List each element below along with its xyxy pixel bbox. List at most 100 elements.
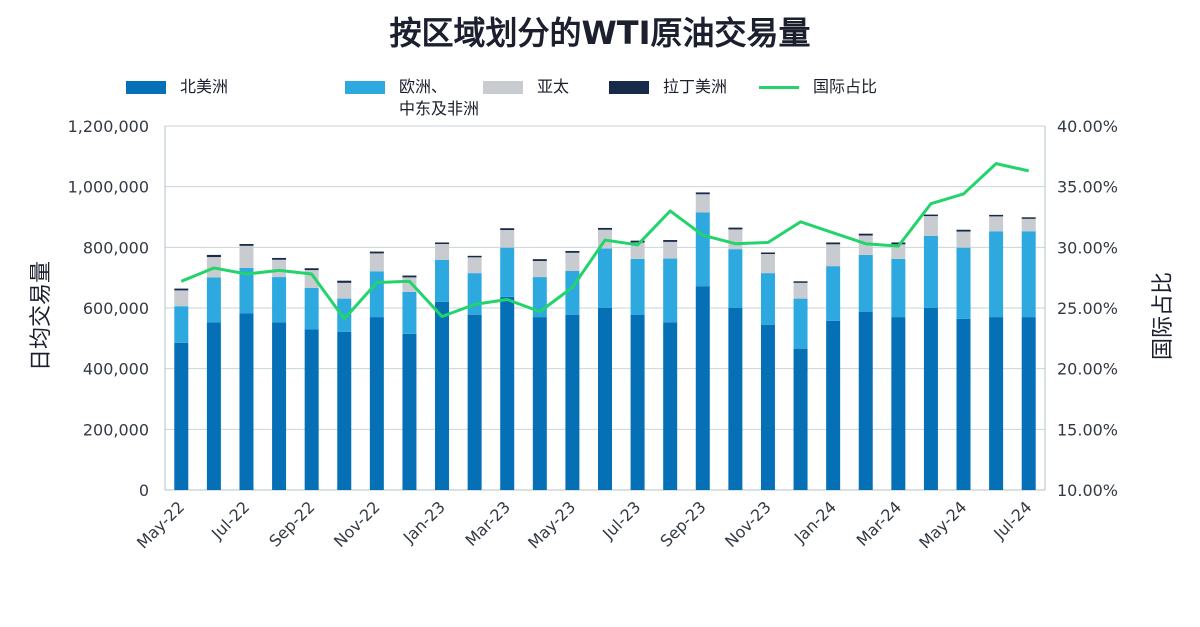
bar-segment-3-Jun-23 bbox=[598, 227, 612, 230]
y-tick-label: 400,000 bbox=[83, 360, 149, 379]
bar-segment-0-Jun-24 bbox=[989, 317, 1004, 490]
bar-segment-3-Jun-22 bbox=[206, 254, 221, 258]
bar-segment-0-May-23 bbox=[565, 314, 580, 490]
bar-segment-3-Jul-24 bbox=[1021, 217, 1036, 219]
bar-segment-3-Jan-24 bbox=[826, 242, 841, 245]
x-tick-label: Jul-24 bbox=[989, 497, 1035, 543]
bar-segment-2-Feb-24 bbox=[858, 235, 873, 255]
bar-segment-1-May-24 bbox=[956, 247, 971, 319]
bar-segment-2-Oct-22 bbox=[337, 282, 352, 299]
bar-segment-0-Dec-22 bbox=[402, 333, 417, 490]
legend-item-emea: 欧洲、 中东及非洲 bbox=[345, 76, 479, 120]
bar-segment-0-Aug-22 bbox=[272, 322, 287, 490]
bar-segment-2-Mar-23 bbox=[500, 230, 515, 248]
bar-segment-3-May-23 bbox=[565, 250, 580, 253]
bar-segment-0-Apr-24 bbox=[923, 308, 938, 490]
bar-segment-2-Aug-22 bbox=[272, 259, 287, 278]
bar-segment-2-Nov-22 bbox=[369, 253, 384, 272]
x-tick-label: Mar-23 bbox=[462, 497, 515, 550]
bar-segment-3-Apr-24 bbox=[923, 214, 938, 217]
bar-segment-3-May-22 bbox=[174, 288, 189, 291]
bar-segment-3-Dec-23 bbox=[793, 281, 808, 283]
legend-label-north-america: 北美洲 bbox=[180, 77, 229, 96]
bar-segment-2-Aug-23 bbox=[663, 241, 678, 259]
bar-segment-1-Aug-23 bbox=[663, 258, 678, 323]
bar-segment-1-Oct-23 bbox=[728, 249, 743, 308]
bar-segment-1-Sep-22 bbox=[304, 287, 319, 330]
legend-swatch-emea bbox=[345, 81, 385, 94]
bar-segment-2-Jan-24 bbox=[826, 244, 841, 267]
x-tick-label: Mar-24 bbox=[853, 497, 906, 550]
bar-segment-0-Jun-23 bbox=[598, 308, 612, 490]
bar-segment-2-Jun-24 bbox=[989, 216, 1004, 232]
bar-segment-2-Jan-23 bbox=[435, 243, 450, 260]
bar-segment-2-May-23 bbox=[565, 252, 580, 271]
y-tick-label: 1,000,000 bbox=[68, 178, 149, 197]
bar-segment-2-Apr-23 bbox=[532, 260, 547, 278]
bar-segment-3-Nov-23 bbox=[760, 252, 775, 255]
bar-segment-2-Feb-23 bbox=[467, 257, 482, 274]
bar-segment-2-Nov-23 bbox=[760, 254, 775, 274]
bar-segment-1-Dec-22 bbox=[402, 291, 417, 334]
bar-segment-0-Mar-23 bbox=[500, 296, 515, 490]
bar-segment-3-Sep-23 bbox=[695, 192, 710, 195]
x-tick-label: Jul-23 bbox=[598, 497, 644, 543]
bar-segment-1-Jul-24 bbox=[1021, 231, 1036, 318]
legend-swatch-north-america bbox=[126, 81, 166, 94]
legend: 北美洲 欧洲、 中东及非洲 亚太 拉丁美洲 国际占比 bbox=[0, 76, 1200, 126]
bar-segment-0-Sep-22 bbox=[304, 329, 319, 490]
legend-item-apac: 亚太 bbox=[483, 76, 569, 98]
legend-label-intl-share: 国际占比 bbox=[813, 77, 878, 96]
y2-tick-label: 15.00% bbox=[1057, 420, 1118, 439]
bar-segment-3-Dec-22 bbox=[402, 275, 417, 278]
bar-segment-0-Aug-23 bbox=[663, 322, 678, 490]
bar-segment-0-Nov-22 bbox=[369, 317, 384, 490]
bar-segment-1-Apr-24 bbox=[923, 235, 938, 308]
legend-swatch-latam bbox=[609, 81, 649, 94]
bar-segment-3-Mar-24 bbox=[891, 242, 906, 245]
legend-item-latam: 拉丁美洲 bbox=[609, 76, 727, 98]
x-tick-label: May-22 bbox=[133, 497, 188, 552]
bar-segment-1-Jun-24 bbox=[989, 231, 1004, 318]
y2-tick-label: 20.00% bbox=[1057, 360, 1118, 379]
y2-tick-label: 25.00% bbox=[1057, 299, 1118, 318]
bar-segment-3-May-24 bbox=[956, 229, 971, 232]
bar-segment-3-Jun-24 bbox=[989, 214, 1004, 217]
legend-swatch-apac bbox=[483, 81, 523, 94]
bar-segment-1-Nov-22 bbox=[369, 271, 384, 318]
bar-segment-3-Aug-23 bbox=[663, 240, 678, 242]
bar-segment-0-Jul-24 bbox=[1021, 317, 1036, 490]
legend-label-latam: 拉丁美洲 bbox=[663, 77, 728, 96]
bar-segment-0-Feb-23 bbox=[467, 314, 482, 490]
bar-segment-0-Jan-23 bbox=[435, 301, 450, 490]
y2-tick-label: 35.00% bbox=[1057, 178, 1118, 197]
bar-segment-0-Oct-23 bbox=[728, 308, 743, 490]
bar-segment-2-Dec-23 bbox=[793, 282, 808, 299]
x-tick-label: Sep-23 bbox=[656, 497, 709, 550]
bar-segment-2-Mar-24 bbox=[891, 244, 906, 259]
chart-title: 按区域划分的WTI原油交易量 bbox=[389, 14, 811, 52]
bar-segment-1-Mar-23 bbox=[500, 247, 515, 297]
bar-segment-0-May-22 bbox=[174, 342, 189, 490]
y-tick-label: 600,000 bbox=[83, 299, 149, 318]
bar-segment-3-Sep-22 bbox=[304, 268, 319, 271]
bar-segment-2-Jul-23 bbox=[630, 242, 645, 259]
bar-segment-1-Jan-24 bbox=[826, 266, 841, 321]
bar-segment-2-Apr-24 bbox=[923, 216, 938, 236]
bar-segment-0-Mar-24 bbox=[891, 317, 906, 490]
bar-segment-1-Jul-22 bbox=[239, 267, 254, 314]
bar-segment-2-Oct-23 bbox=[728, 229, 743, 250]
x-tick-label: Jan-24 bbox=[790, 497, 840, 547]
bar-segment-3-Oct-22 bbox=[337, 280, 352, 283]
bar-segment-0-Jul-22 bbox=[239, 313, 254, 490]
x-tick-label: May-23 bbox=[524, 497, 579, 552]
bar-segment-1-Dec-23 bbox=[793, 298, 808, 349]
bar-segment-2-May-22 bbox=[174, 290, 189, 307]
bar-segment-3-Mar-23 bbox=[500, 228, 515, 231]
bar-segment-2-Jul-22 bbox=[239, 245, 254, 268]
bar-segment-0-May-24 bbox=[956, 318, 971, 490]
bar-segment-0-Feb-24 bbox=[858, 311, 873, 490]
bar-segment-1-Jun-23 bbox=[598, 248, 612, 308]
legend-line-intl-share bbox=[759, 86, 799, 89]
x-tick-label: Jan-23 bbox=[399, 497, 449, 547]
